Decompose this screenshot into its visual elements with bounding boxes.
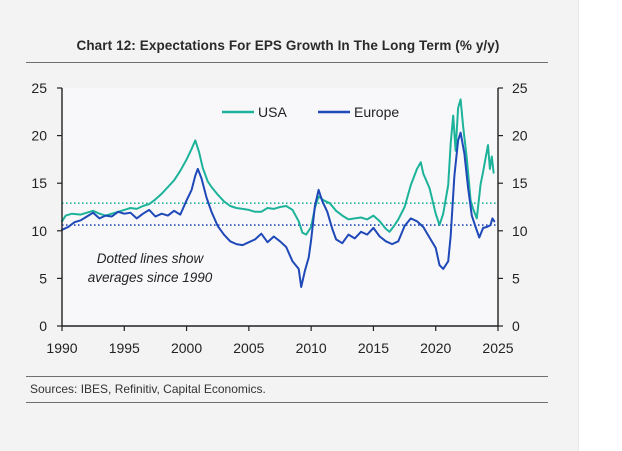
y-tick-label-left-20: 20 bbox=[31, 128, 47, 144]
y-tick-label-right-20: 20 bbox=[512, 128, 528, 144]
axes bbox=[61, 88, 499, 327]
x-tick-label-2020: 2020 bbox=[420, 340, 451, 356]
y-tick-label-right-0: 0 bbox=[512, 318, 520, 334]
chart-title: Chart 12: Expectations For EPS Growth In… bbox=[76, 38, 500, 53]
sources-top-divider bbox=[26, 376, 548, 377]
y-tick-label-right-5: 5 bbox=[512, 270, 520, 286]
y-tick-label-right-25: 25 bbox=[512, 80, 528, 96]
x-tick-label-1990: 1990 bbox=[46, 340, 77, 356]
legend-label-europe: Europe bbox=[354, 104, 399, 120]
x-tick-label-2025: 2025 bbox=[482, 340, 513, 356]
y-tick-label-left-10: 10 bbox=[31, 223, 47, 239]
y-tick-label-left-0: 0 bbox=[39, 318, 47, 334]
x-tick-label-2000: 2000 bbox=[171, 340, 202, 356]
annotation: Dotted lines show averages since 1990 bbox=[88, 251, 213, 285]
series-line-europe bbox=[61, 131, 496, 288]
y-tick-label-left-15: 15 bbox=[31, 175, 47, 191]
title-divider bbox=[26, 62, 548, 63]
y-tick-label-left-25: 25 bbox=[31, 80, 47, 96]
legend: USA Europe bbox=[222, 104, 399, 120]
series-line-usa bbox=[61, 98, 495, 236]
x-tick-label-2010: 2010 bbox=[296, 340, 327, 356]
annotation-line-1: Dotted lines show bbox=[97, 251, 205, 266]
y-tick-label-right-10: 10 bbox=[512, 223, 528, 239]
average-lines bbox=[62, 202, 498, 226]
page-scroll-margin bbox=[578, 0, 622, 451]
y-tick-label-right-15: 15 bbox=[512, 175, 528, 191]
annotation-line-2: averages since 1990 bbox=[88, 270, 213, 285]
sources-bottom-divider bbox=[26, 402, 548, 403]
x-tick-label-2015: 2015 bbox=[358, 340, 389, 356]
x-tick-label-2005: 2005 bbox=[233, 340, 264, 356]
legend-label-usa: USA bbox=[258, 104, 287, 120]
x-tick-label-1995: 1995 bbox=[109, 340, 140, 356]
sources-note: Sources: IBES, Refinitiv, Capital Econom… bbox=[30, 382, 266, 396]
series-lines bbox=[61, 98, 496, 288]
y-tick-label-left-5: 5 bbox=[39, 270, 47, 286]
